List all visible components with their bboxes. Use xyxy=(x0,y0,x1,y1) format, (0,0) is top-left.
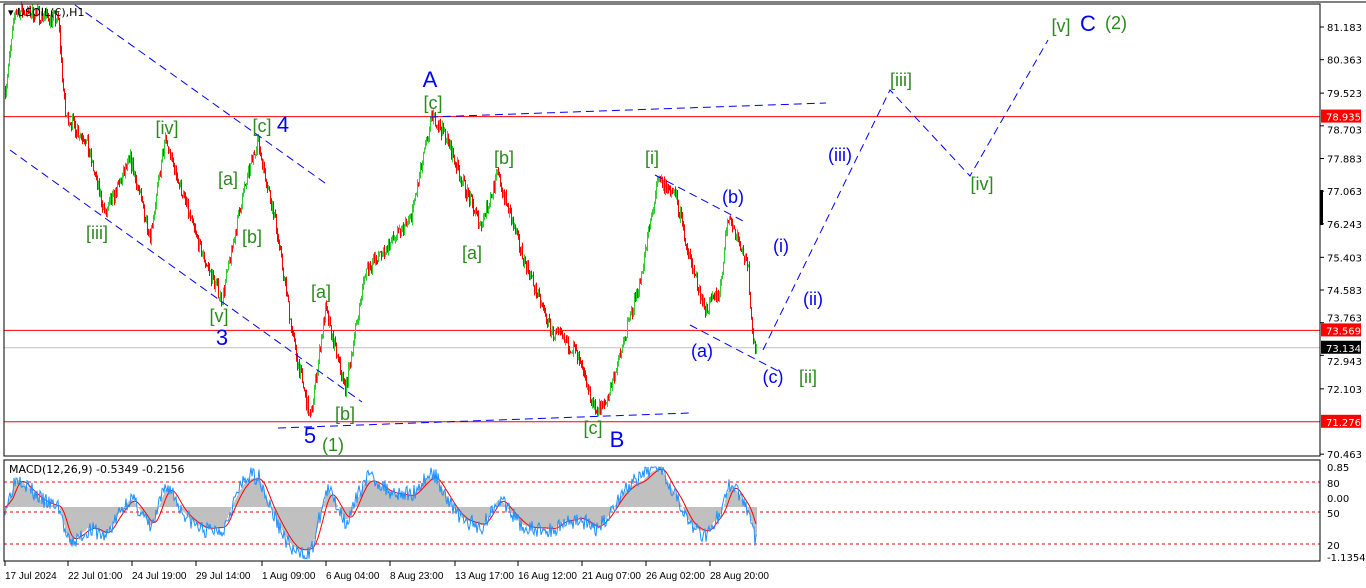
wave-label: (1) xyxy=(322,435,344,455)
wave-label: [c] xyxy=(423,93,443,113)
x-tick-label: 28 Aug 20:00 xyxy=(710,571,769,582)
y-tick-label: 80.363 xyxy=(1327,56,1362,67)
wave-label: [a] xyxy=(310,282,332,302)
y-tick-label: 81.183 xyxy=(1327,23,1362,34)
wave-label: 5 xyxy=(303,423,317,448)
current-price-label: 73.134 xyxy=(1326,344,1361,355)
scroll-marker[interactable] xyxy=(1320,190,1323,225)
indicator-level-label: 20 xyxy=(1327,541,1340,552)
y-tick-label: 72.943 xyxy=(1327,357,1362,368)
current-price-tag xyxy=(1321,340,1361,354)
wave-label: [b] xyxy=(493,148,515,168)
x-tick-label: 24 Jul 19:00 xyxy=(132,571,187,582)
x-tick-label: 1 Aug 09:00 xyxy=(262,571,316,582)
y-tick-label: 70.463 xyxy=(1327,450,1362,461)
wave-label: [ii] xyxy=(799,367,817,387)
channel-lower-trendline xyxy=(9,149,363,403)
wave-label: (a) xyxy=(691,341,713,361)
wave-label: [c] xyxy=(583,418,603,438)
main-pane-frame xyxy=(3,3,1321,457)
wave-label: 3 xyxy=(215,325,229,350)
level-price-tag xyxy=(1321,414,1361,428)
level-price-label: 73.569 xyxy=(1326,326,1361,337)
indicator-title: MACD(12,26,9) -0.5349 -0.2156 xyxy=(9,463,185,476)
x-tick-label: 26 Aug 02:00 xyxy=(646,571,705,582)
wave-label: B xyxy=(609,427,625,452)
indicator-line xyxy=(4,465,757,560)
y-tick-label: 73.763 xyxy=(1327,313,1362,324)
wave-projection-path xyxy=(762,39,1049,351)
wave-label: [a] xyxy=(461,243,483,263)
level-price-tag xyxy=(1321,323,1361,337)
x-tick-label: 8 Aug 23:00 xyxy=(390,571,444,582)
y-tick-label: 74.583 xyxy=(1327,286,1362,297)
level-price-label: 78.935 xyxy=(1326,113,1361,124)
y-tick-label: 78.703 xyxy=(1327,126,1362,137)
indicator-level-label: 50 xyxy=(1327,509,1340,520)
wave-label: [c] xyxy=(252,116,272,136)
wave-label: (i) xyxy=(773,236,789,256)
symbol-label: USOIL(€),H1 xyxy=(17,6,85,19)
wave-label: [v] xyxy=(1051,16,1071,36)
wave-label: [b] xyxy=(241,227,263,247)
wave-a-top-trendline xyxy=(429,102,827,118)
wave-label: [iii] xyxy=(86,223,108,243)
chart-title: ▾ USOIL(€),H1 xyxy=(8,6,85,19)
indicator-level-label: 80 xyxy=(1327,479,1340,490)
wave-label: [b] xyxy=(334,404,356,424)
indicator-pane-frame xyxy=(3,459,1321,562)
wave-label: 4 xyxy=(276,112,290,137)
wave-label: C xyxy=(1080,11,1096,36)
wave-label: (ii) xyxy=(803,289,823,309)
wave-label: (2) xyxy=(1105,13,1127,33)
wave-label: [iii] xyxy=(890,70,912,90)
x-tick-label: 17 Jul 2024 xyxy=(5,571,57,582)
indicator-y-tick-label: -1.1354 xyxy=(1327,553,1366,564)
indicator-y-tick-label: 0.85 xyxy=(1327,463,1349,474)
level-price-tag xyxy=(1321,109,1361,123)
x-tick-label: 13 Aug 17:00 xyxy=(455,571,514,582)
x-tick-label: 22 Jul 01:00 xyxy=(68,571,123,582)
wave-label: (b) xyxy=(722,187,744,207)
level-price-label: 71.276 xyxy=(1326,418,1361,429)
x-tick-label: 29 Jul 14:00 xyxy=(196,571,251,582)
wave-label: [v] xyxy=(209,306,229,326)
y-tick-label: 77.063 xyxy=(1327,187,1362,198)
wave-i-b-trendline xyxy=(654,174,746,223)
y-tick-label: 77.883 xyxy=(1327,155,1362,166)
x-tick-label: 6 Aug 04:00 xyxy=(326,571,380,582)
wave-label: [i] xyxy=(644,148,660,168)
y-tick-label: 79.523 xyxy=(1327,89,1362,100)
wave-label: (c) xyxy=(762,367,784,387)
y-tick-label: 75.403 xyxy=(1327,253,1362,264)
wave-label: A xyxy=(422,67,438,92)
indicator-y-tick-label: 0.00 xyxy=(1327,494,1349,505)
wave-label: [iv] xyxy=(970,174,994,194)
wave-label: [iv] xyxy=(155,118,179,138)
x-tick-label: 16 Aug 12:00 xyxy=(518,571,577,582)
base-trendline xyxy=(277,412,691,429)
wave-label: (iii) xyxy=(828,145,852,165)
y-tick-label: 76.243 xyxy=(1327,220,1362,231)
y-tick-label: 72.103 xyxy=(1327,385,1362,396)
x-tick-label: 21 Aug 07:00 xyxy=(582,571,641,582)
wave-label: [a] xyxy=(217,169,239,189)
wave-a-c-trendline xyxy=(689,324,781,373)
